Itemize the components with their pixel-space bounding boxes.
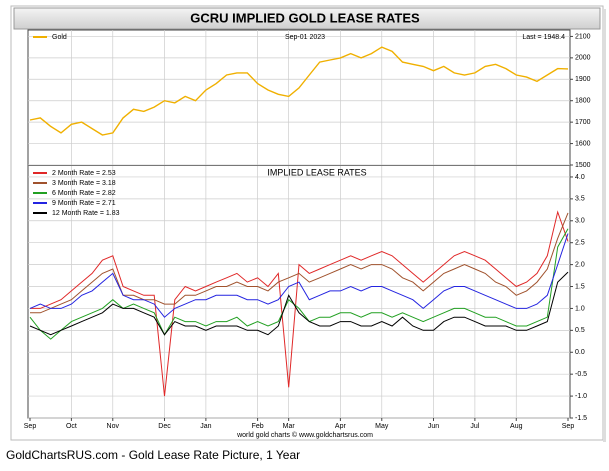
- legend-label: Gold: [52, 34, 67, 41]
- y-tick-label: 1700: [575, 119, 591, 126]
- x-tick-label: Apr: [335, 423, 347, 430]
- y-tick-label: -1.0: [575, 393, 587, 400]
- y-tick-label: 4.0: [575, 174, 585, 181]
- series-line: [29, 233, 569, 318]
- credit: world gold charts © www.goldchartsrus.co…: [236, 431, 373, 439]
- x-tick-label: Feb: [252, 423, 264, 430]
- panel-title: IMPLIED LEASE RATES: [267, 167, 366, 177]
- y-tick-label: 2100: [575, 33, 591, 40]
- y-tick-label: 2.5: [575, 240, 585, 247]
- y-tick-label: -0.5: [575, 371, 587, 378]
- y-tick-label: 2.0: [575, 261, 585, 268]
- y-tick-label: 1600: [575, 140, 591, 147]
- y-tick-label: 3.5: [575, 196, 585, 203]
- legend-label: 9 Month Rate = 2.71: [52, 200, 116, 207]
- series-line: [30, 212, 569, 314]
- x-tick-label: Dec: [158, 423, 171, 430]
- x-tick-label: Oct: [66, 423, 77, 430]
- caption: GoldChartsRUS.com - Gold Lease Rate Pict…: [6, 448, 300, 462]
- y-tick-label: 1.0: [575, 305, 585, 312]
- series-line: [29, 228, 569, 340]
- series-line: [29, 46, 569, 136]
- x-tick-label: Sep: [562, 423, 575, 430]
- x-tick-label: Sep: [24, 423, 37, 430]
- legend-label: 2 Month Rate = 2.53: [52, 170, 116, 177]
- title: GCRU IMPLIED GOLD LEASE RATES: [190, 10, 420, 25]
- frame: [10, 5, 604, 441]
- series-line: [29, 271, 569, 336]
- legend-label: 6 Month Rate = 2.82: [52, 190, 116, 197]
- x-tick-label: Jun: [428, 423, 439, 430]
- y-tick-label: 3.0: [575, 218, 585, 225]
- y-tick-label: 0.0: [575, 349, 585, 356]
- y-tick-label: 1.5: [575, 283, 585, 290]
- y-tick-label: 1800: [575, 98, 591, 105]
- y-tick-label: 1500: [575, 162, 591, 169]
- y-tick-label: 0.5: [575, 327, 585, 334]
- legend-label: 12 Month Rate = 1.83: [52, 210, 120, 217]
- legend-label: 3 Month Rate = 3.18: [52, 180, 116, 187]
- last-label: Last = 1948.4: [522, 34, 565, 41]
- date-label: Sep-01 2023: [285, 34, 325, 41]
- y-tick-label: -1.5: [575, 415, 587, 422]
- y-tick-label: 2000: [575, 55, 591, 62]
- series-line: [30, 210, 569, 397]
- x-tick-label: May: [375, 423, 389, 430]
- y-tick-label: 1900: [575, 76, 591, 83]
- x-tick-label: Aug: [510, 423, 523, 430]
- x-tick-label: Jan: [200, 423, 211, 430]
- x-tick-label: Nov: [107, 423, 120, 430]
- title-bar: [13, 7, 601, 30]
- x-tick-label: Jul: [470, 423, 479, 430]
- x-tick-label: Mar: [283, 423, 296, 430]
- frame-shadow: [603, 9, 606, 442]
